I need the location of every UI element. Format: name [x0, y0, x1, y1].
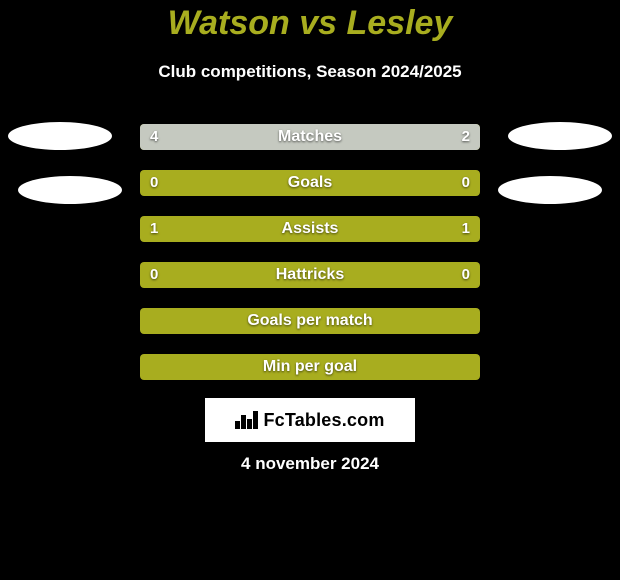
player-photo-placeholder — [8, 122, 112, 150]
player-photo-placeholder — [18, 176, 122, 204]
title: Watson vs Lesley — [0, 4, 620, 43]
vs-separator: vs — [299, 4, 337, 42]
logo-text: FcTables.com — [263, 410, 384, 431]
stat-value-left: 1 — [150, 216, 158, 242]
chart-icon — [235, 411, 257, 429]
player-b-name: Lesley — [347, 4, 453, 42]
stat-value-right: 2 — [462, 124, 470, 150]
stat-label: Assists — [140, 216, 480, 242]
date: 4 november 2024 — [0, 454, 620, 474]
source-logo: FcTables.com — [205, 398, 415, 442]
stat-label: Goals per match — [140, 308, 480, 334]
stats-container: Matches42Goals00Assists11Hattricks00Goal… — [140, 124, 480, 400]
stat-label: Min per goal — [140, 354, 480, 380]
stat-value-right: 0 — [462, 170, 470, 196]
stat-row: Goals0 0 — [140, 170, 480, 196]
stat-row: Assists1 1 — [140, 216, 480, 242]
stat-label: Matches — [140, 124, 480, 150]
stat-value-right: 1 — [462, 216, 470, 242]
player-photo-placeholder — [508, 122, 612, 150]
stat-value-left: 0 — [150, 170, 158, 196]
player-a-name: Watson — [168, 4, 290, 42]
stat-row: Goals per match — [140, 308, 480, 334]
player-photo-placeholder — [498, 176, 602, 204]
stat-row: Hattricks0 0 — [140, 262, 480, 288]
stat-row: Min per goal — [140, 354, 480, 380]
stat-label: Goals — [140, 170, 480, 196]
stat-value-left: 4 — [150, 124, 158, 150]
stat-value-left: 0 — [150, 262, 158, 288]
stat-value-right: 0 — [462, 262, 470, 288]
comparison-figure: Watson vs Lesley Club competitions, Seas… — [0, 0, 620, 580]
stat-label: Hattricks — [140, 262, 480, 288]
stat-row: Matches4 2 — [140, 124, 480, 150]
subtitle: Club competitions, Season 2024/2025 — [0, 62, 620, 82]
